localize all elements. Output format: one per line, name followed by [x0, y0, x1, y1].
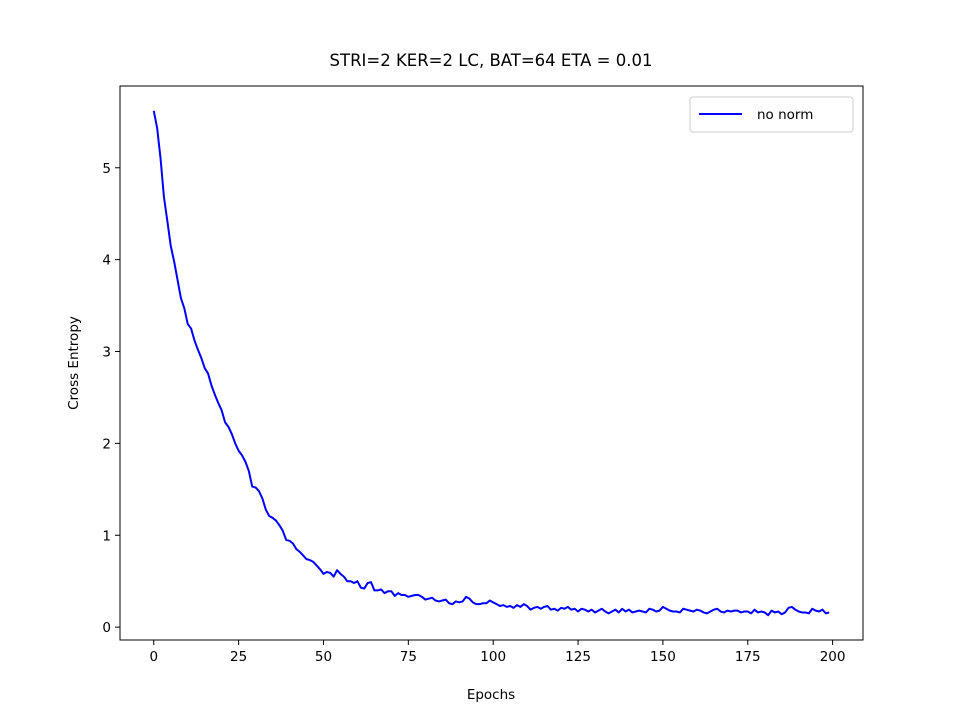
y-tick-label: 5: [102, 161, 111, 177]
legend-box: [689, 96, 854, 133]
y-tick-label: 2: [102, 436, 111, 452]
x-tick-label: 0: [149, 649, 158, 665]
x-tick-label: 100: [480, 649, 506, 665]
x-tick-label: 150: [650, 649, 676, 665]
x-tick-label: 125: [565, 649, 591, 665]
y-tick-label: 3: [102, 345, 111, 361]
x-tick-label: 75: [400, 649, 417, 665]
legend-label: no norm: [757, 107, 813, 123]
x-tick-label: 175: [735, 649, 761, 665]
y-axis-label: Cross Entropy: [66, 316, 82, 410]
y-tick-label: 0: [102, 620, 111, 636]
x-axis-label: Epochs: [467, 687, 515, 703]
x-tick-label: 25: [230, 649, 247, 665]
x-tick-label: 50: [315, 649, 332, 665]
x-tick-label: 200: [820, 649, 846, 665]
axes-frame: [119, 85, 864, 641]
data-line: [152, 110, 830, 617]
y-tick-label: 4: [102, 253, 111, 269]
y-tick-label: 1: [102, 528, 111, 544]
chart-title: STRI=2 KER=2 LC, BAT=64 ETA = 0.01: [330, 51, 653, 70]
